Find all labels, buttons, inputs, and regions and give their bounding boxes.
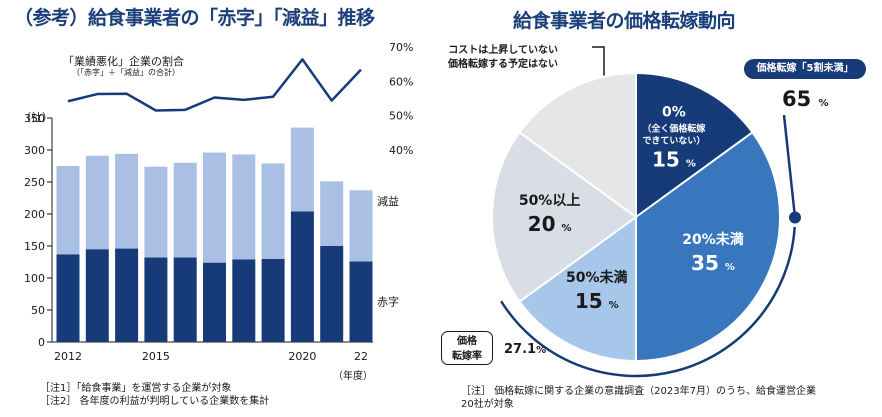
- slice-value: 20%: [528, 212, 572, 236]
- y-tick-label: 150: [24, 240, 45, 253]
- pie-slice: [635, 71, 754, 219]
- bar-segment-decline: [290, 127, 314, 212]
- unchanged-note-leader: [592, 46, 605, 86]
- bar-segment-deficit: [232, 259, 256, 342]
- y-tick-label: 250: [24, 176, 45, 189]
- slice-sublabel: （全く価格転嫁: [642, 123, 705, 135]
- bar-segment-decline: [320, 181, 344, 246]
- bar-segment-decline: [144, 166, 168, 258]
- slice-sublabel: できていない）: [642, 136, 705, 147]
- pass-through-rate-number: 27.1: [504, 342, 537, 357]
- slice-label: 20%未満: [682, 231, 744, 248]
- rate-box-line-1: 価格: [457, 336, 477, 347]
- bar-segment-decline: [349, 190, 373, 262]
- bar-segment-deficit: [115, 248, 139, 342]
- y-tick-label: 0: [38, 336, 45, 349]
- bar-segment-deficit: [85, 249, 109, 342]
- slice-value-unit: %: [562, 223, 572, 234]
- y-tick-label: 50: [31, 304, 45, 317]
- bar-segment-decline: [173, 162, 197, 258]
- bar-segment-deficit: [261, 258, 285, 342]
- stacked-bar-chart: （社） 0 50 100 150 200 250 300 350 2012 2015 2020 22 （年…: [20, 41, 413, 382]
- bar-segment-deficit: [56, 254, 80, 342]
- slice-label: 0%: [662, 105, 686, 121]
- y-axis-unit: （社）: [20, 110, 53, 124]
- under-half-badge: 価格転嫁「5割未満」: [744, 59, 866, 79]
- unchanged-note-line-1: コストは上昇していない: [448, 45, 558, 56]
- line-series-sublabel: （「赤字」＋「減益」の合計）: [72, 68, 180, 77]
- y-tick-label: 350: [24, 112, 45, 125]
- x-tick-label: 2015: [142, 350, 170, 363]
- x-axis-unit: （年度）: [333, 369, 373, 382]
- left-footnote-1: ［注1］「給食事業」を運営する企業が対象: [40, 383, 232, 394]
- bar-segment-deficit: [290, 211, 314, 342]
- bar-segment-decline: [232, 154, 256, 260]
- slice-label: 50%未満: [566, 269, 628, 286]
- pie-slice: [518, 215, 637, 363]
- secondary-y-tick-label: 50%: [389, 110, 413, 123]
- bar-segment-decline: [56, 166, 80, 255]
- unchanged-note-line-2: 価格転嫁する予定はない: [448, 59, 558, 70]
- pass-through-rate-unit: %: [536, 345, 547, 356]
- left-chart-title: （参考）給食事業者の「赤字」「減益」推移: [14, 7, 375, 29]
- x-tick-label: 2012: [54, 350, 82, 363]
- right-footnote-1: ［注］ 価格転嫁に関する企業の意識調査（2023年7月）のうち、給食運営企業: [461, 386, 816, 397]
- bar-segment-deficit: [144, 257, 168, 342]
- bar-segment-decline: [85, 155, 109, 250]
- rate-line: [67, 58, 362, 112]
- series-label-decline: 減益: [377, 194, 399, 208]
- rate-box-line-2: 転嫁率: [452, 351, 482, 362]
- secondary-y-tick-label: 70%: [389, 41, 413, 54]
- pass-through-rate-value: 27.1%: [504, 342, 546, 357]
- slice-value-unit: %: [609, 300, 619, 311]
- under-half-value: 65 %: [782, 87, 829, 111]
- pie-slice: [635, 130, 781, 363]
- left-footnote-2: ［注2］ 各年度の利益が判明している企業数を集計: [40, 396, 270, 407]
- bar-segment-deficit: [349, 261, 373, 342]
- y-tick-label: 300: [24, 144, 45, 157]
- pie-slice: [518, 71, 637, 219]
- under-half-number: 65: [782, 87, 812, 111]
- slice-value-unit: %: [686, 159, 696, 170]
- bar-segment-decline: [203, 152, 226, 263]
- bar-segment-deficit: [320, 246, 344, 342]
- unchanged-slice-note: コストは上昇していない 価格転嫁する予定はない: [448, 44, 558, 72]
- x-tick-label: 22: [354, 350, 368, 363]
- x-tick-label: 2020: [288, 350, 316, 363]
- secondary-y-tick-label: 40%: [389, 144, 413, 157]
- pass-through-rate-box: 価格 転嫁率: [441, 331, 493, 365]
- bar-segment-decline: [115, 153, 139, 249]
- under-half-leader-line: [782, 114, 797, 218]
- slice-value: 15%: [652, 148, 696, 172]
- right-footnote-2: 20社が対象: [461, 399, 514, 410]
- slice-value: 35%: [691, 251, 735, 275]
- bar-segment-decline: [261, 163, 285, 259]
- secondary-y-tick-label: 60%: [389, 75, 413, 88]
- slice-value-unit: %: [725, 262, 735, 273]
- y-tick-label: 100: [24, 272, 45, 285]
- line-series-label: 「業績悪化」企業の割合: [63, 55, 184, 68]
- pie-slice: [491, 130, 638, 304]
- bar-segment-deficit: [173, 257, 197, 342]
- under-half-bracket-arc: [500, 226, 796, 378]
- bar-segment-deficit: [203, 262, 226, 342]
- slice-label: 50%以上: [519, 193, 581, 209]
- y-tick-label: 200: [24, 208, 45, 221]
- series-label-deficit: 赤字: [377, 295, 399, 309]
- under-half-unit: %: [818, 98, 829, 109]
- right-chart-title: 給食事業者の価格転嫁動向: [513, 10, 736, 32]
